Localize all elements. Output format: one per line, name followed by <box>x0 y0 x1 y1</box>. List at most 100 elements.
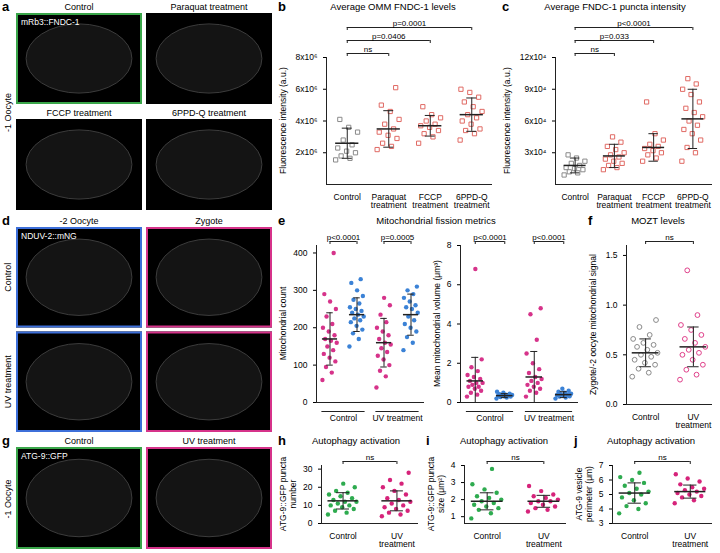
svg-text:6PPD-Qtreatment: 6PPD-Qtreatment <box>675 192 712 211</box>
svg-text:p=0.033: p=0.033 <box>600 32 630 41</box>
svg-text:3x10⁴: 3x10⁴ <box>525 147 547 157</box>
svg-text:p<0.0001: p<0.0001 <box>473 233 507 242</box>
svg-text:FCCPtreatment: FCCPtreatment <box>412 192 449 211</box>
svg-text:UVtreatment: UVtreatment <box>676 412 713 431</box>
svg-text:UV treatment: UV treatment <box>182 436 236 446</box>
html-text:Average FNDC-1 puncta intensit: Average FNDC-1 puncta intensity <box>544 1 686 12</box>
svg-text:a: a <box>2 0 10 14</box>
svg-text:ns: ns <box>659 453 667 462</box>
svg-text:2: 2 <box>447 358 452 368</box>
svg-text:8: 8 <box>447 240 452 250</box>
svg-text:Zygote: Zygote <box>195 216 223 226</box>
svg-text:-2 Oocyte: -2 Oocyte <box>59 216 98 226</box>
svg-text:p<0.0001: p<0.0001 <box>617 19 651 28</box>
svg-text:UVtreatment: UVtreatment <box>379 531 416 550</box>
svg-text:ns: ns <box>591 45 599 54</box>
svg-text:4: 4 <box>599 504 604 514</box>
svg-text:FCCPtreatment: FCCPtreatment <box>636 192 673 211</box>
html-text:Autophagy activation: Autophagy activation <box>311 435 401 446</box>
svg-text:5: 5 <box>599 489 604 499</box>
svg-text:Control: Control <box>562 192 590 202</box>
svg-text:Control: Control <box>64 2 93 12</box>
svg-text:9x10⁴: 9x10⁴ <box>525 84 547 94</box>
svg-text:Control: Control <box>632 412 660 422</box>
svg-text:ns: ns <box>665 233 673 242</box>
svg-text:1.5: 1.5 <box>606 250 618 260</box>
svg-text:Control: Control <box>621 531 649 541</box>
svg-text:1: 1 <box>451 511 456 521</box>
svg-text:ATG-9::GFP punctanumber: ATG-9::GFP punctanumber <box>278 457 298 532</box>
svg-text:Control: Control <box>334 192 362 202</box>
svg-text:Mitochondrial count: Mitochondrial count <box>278 286 288 360</box>
svg-text:Control: Control <box>330 531 358 541</box>
svg-text:2x10⁶: 2x10⁶ <box>296 147 318 157</box>
svg-text:6PPD-Qtreatment: 6PPD-Qtreatment <box>454 192 491 211</box>
svg-text:ATG-9::GFP punctasize (μm²): ATG-9::GFP punctasize (μm²) <box>426 457 446 532</box>
svg-text:UV treatment: UV treatment <box>3 355 13 409</box>
svg-text:0: 0 <box>308 518 313 528</box>
svg-text:4: 4 <box>447 319 452 329</box>
svg-text:UVtreatment: UVtreatment <box>673 531 710 550</box>
svg-text:4x10⁶: 4x10⁶ <box>296 116 318 126</box>
svg-text:Control: Control <box>3 263 13 292</box>
svg-text:20: 20 <box>303 482 313 492</box>
svg-text:6: 6 <box>447 279 452 289</box>
svg-text:p<0.0001: p<0.0001 <box>327 233 361 242</box>
svg-text:Paraquat treatment: Paraquat treatment <box>170 2 248 12</box>
html-text:MOZT levels: MOZT levels <box>631 215 685 226</box>
svg-text:3: 3 <box>599 518 604 528</box>
svg-text:0.0: 0.0 <box>606 399 618 409</box>
svg-text:ATG-9 vesicleperimeter (μm): ATG-9 vesicleperimeter (μm) <box>574 466 594 522</box>
svg-text:10: 10 <box>303 500 313 510</box>
svg-text:0: 0 <box>303 397 308 407</box>
svg-text:8x10⁶: 8x10⁶ <box>296 52 318 62</box>
svg-text:1.0: 1.0 <box>606 300 618 310</box>
html-text:Mitochondrial fission metrics: Mitochondrial fission metrics <box>376 215 496 226</box>
svg-text:UVtreatment: UVtreatment <box>526 531 563 550</box>
svg-text:-1 Oocyte: -1 Oocyte <box>3 479 13 518</box>
svg-text:g: g <box>2 434 10 448</box>
svg-text:p=0.0001: p=0.0001 <box>393 19 427 28</box>
svg-text:30: 30 <box>303 464 313 474</box>
svg-text:12x10⁴: 12x10⁴ <box>520 52 547 62</box>
svg-text:p<0.0001: p<0.0001 <box>532 233 566 242</box>
html-text:Average OMM FNDC-1 levels: Average OMM FNDC-1 levels <box>330 1 456 12</box>
svg-text:6PPD-Q treatment: 6PPD-Q treatment <box>172 108 247 118</box>
svg-text:0.5: 0.5 <box>606 350 618 360</box>
svg-text:Fluorescence intensity (a.u.): Fluorescence intensity (a.u.) <box>502 67 512 174</box>
svg-text:p=0.0406: p=0.0406 <box>372 32 406 41</box>
svg-text:4: 4 <box>451 460 456 470</box>
svg-text:UV treatment: UV treatment <box>524 413 575 423</box>
svg-text:400: 400 <box>294 248 308 258</box>
svg-text:7: 7 <box>599 460 604 470</box>
svg-text:Control: Control <box>476 413 504 423</box>
svg-text:6: 6 <box>599 475 604 485</box>
svg-text:Control: Control <box>474 531 502 541</box>
svg-text:Paraquattreatment: Paraquattreatment <box>371 192 408 211</box>
svg-text:6x10⁴: 6x10⁴ <box>525 116 547 126</box>
svg-text:Fluorescence intensity (a.u.): Fluorescence intensity (a.u.) <box>278 67 288 174</box>
svg-text:ATG-9::GFP: ATG-9::GFP <box>21 451 68 461</box>
svg-text:UV treatment: UV treatment <box>373 413 424 423</box>
svg-text:mRb3::FNDC-1: mRb3::FNDC-1 <box>21 17 80 27</box>
svg-text:Mean mitochondrial volume (μm³: Mean mitochondrial volume (μm³) <box>432 260 442 387</box>
svg-text:Zygote/-2 oocyte mitochondrial: Zygote/-2 oocyte mitochondrial signal <box>588 254 598 395</box>
svg-text:ns: ns <box>512 453 520 462</box>
svg-text:ns: ns <box>364 45 372 54</box>
svg-text:FCCP treatment: FCCP treatment <box>47 108 112 118</box>
svg-text:6x10⁶: 6x10⁶ <box>296 84 318 94</box>
svg-text:ns: ns <box>366 453 374 462</box>
svg-text:200: 200 <box>294 322 308 332</box>
svg-text:3: 3 <box>451 477 456 487</box>
svg-text:p=0.0005: p=0.0005 <box>381 233 415 242</box>
svg-text:NDUV-2::mNG: NDUV-2::mNG <box>21 231 77 241</box>
svg-text:100: 100 <box>294 360 308 370</box>
svg-text:2: 2 <box>451 494 456 504</box>
svg-text:Paraquattreatment: Paraquattreatment <box>597 192 634 211</box>
svg-text:-1 Oocyte: -1 Oocyte <box>3 93 13 132</box>
svg-text:d: d <box>2 214 10 228</box>
svg-text:300: 300 <box>294 285 308 295</box>
svg-text:Control: Control <box>64 436 93 446</box>
svg-text:Control: Control <box>330 413 358 423</box>
svg-text:0: 0 <box>447 397 452 407</box>
